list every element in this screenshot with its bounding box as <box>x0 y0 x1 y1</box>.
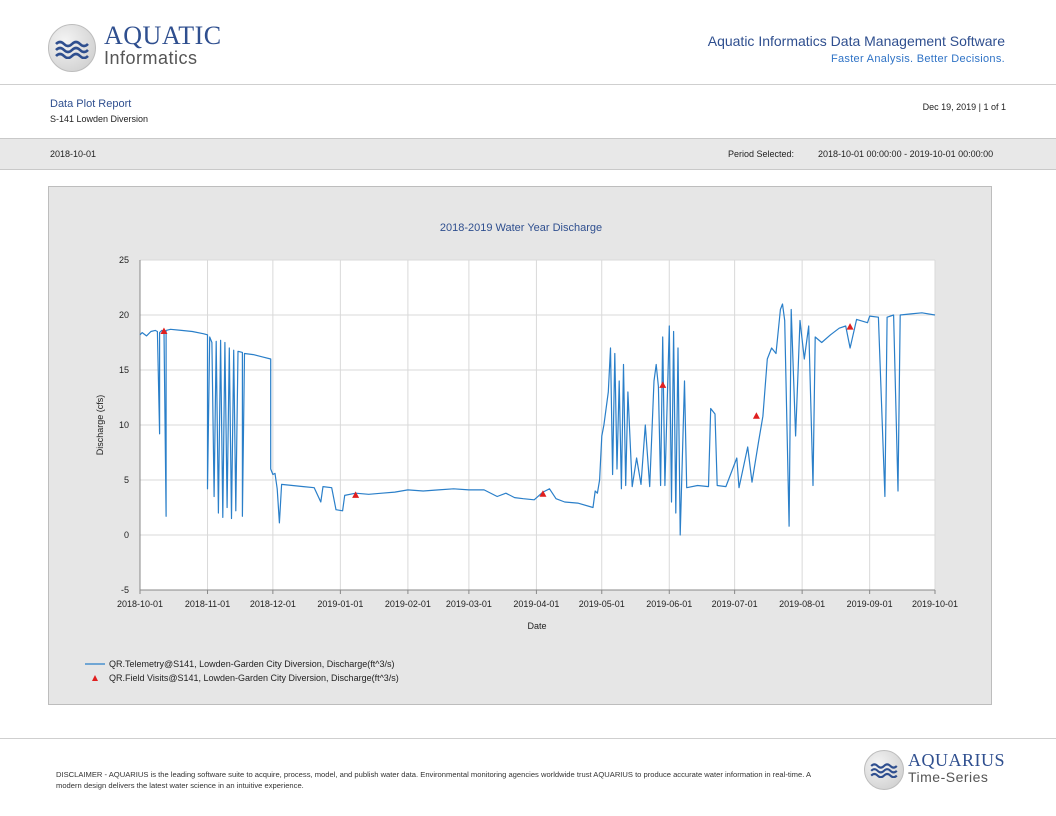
x-axis-label: Date <box>527 621 546 631</box>
telemetry-series-line <box>139 303 936 536</box>
y-axis-label: Discharge (cfs) <box>95 395 105 456</box>
footer-logo-emblem <box>864 750 904 790</box>
band-date: 2018-10-01 <box>50 149 97 159</box>
discharge-chart: 2018-2019 Water Year Discharge -5 0 5 10 15 2… <box>85 222 958 683</box>
footer-logo-text-timeseries: Time-Series <box>908 769 989 785</box>
y-tick-label: 0 <box>124 530 129 540</box>
x-tick-label: 2018-11-01 <box>185 599 230 609</box>
header-tagline: Faster Analysis. Better Decisions. <box>830 53 1005 65</box>
x-tick-label: 2019-01-01 <box>317 599 363 609</box>
x-tick-label: 2018-10-01 <box>117 599 163 609</box>
x-tick-label: 2019-09-01 <box>847 599 893 609</box>
disclaimer-text: DISCLAIMER - AQUARIUS is the leading sof… <box>56 770 811 790</box>
legend-triangle-swatch <box>92 675 98 681</box>
footer-logo-text-aquarius: AQUARIUS <box>908 750 1006 770</box>
chart-legend: QR.Telemetry@S141, Lowden-Garden City Di… <box>85 659 399 683</box>
y-tick-label: 15 <box>119 365 129 375</box>
series-layer <box>139 303 936 536</box>
header-divider <box>0 84 1056 85</box>
field-visit-marker <box>659 381 667 388</box>
period-band: 2018-10-01 Period Selected: 2018-10-01 0… <box>0 138 1056 170</box>
legend-field-visits-label: QR.Field Visits@S141, Lowden-Garden City… <box>109 673 399 683</box>
report-date-page: Dec 19, 2019 | 1 of 1 <box>922 102 1006 112</box>
x-tick-label: 2019-06-01 <box>646 599 692 609</box>
grid-lines <box>139 259 936 591</box>
aquatic-informatics-logo: AQUATIC Informatics <box>48 21 248 74</box>
period-selected-label: Period Selected: <box>728 149 795 159</box>
logo-emblem <box>48 24 96 72</box>
chart-panel: 2018-2019 Water Year Discharge -5 0 5 10 15 2… <box>48 186 992 705</box>
period-selected-value: 2018-10-01 00:00:00 - 2019-10-01 00:00:0… <box>818 149 994 159</box>
chart-title: 2018-2019 Water Year Discharge <box>440 222 602 234</box>
aquarius-logo: AQUARIUS Time-Series <box>864 750 1024 790</box>
x-tick-label: 2019-07-01 <box>712 599 758 609</box>
legend-telemetry-label: QR.Telemetry@S141, Lowden-Garden City Di… <box>109 659 394 669</box>
waves-icon <box>55 40 89 59</box>
report-location: S-141 Lowden Diversion <box>50 114 149 124</box>
header-title: Aquatic Informatics Data Management Soft… <box>707 33 1005 49</box>
y-tick-label: 5 <box>124 475 129 485</box>
y-tick-label: 25 <box>119 255 129 265</box>
logo-text-informatics: Informatics <box>104 48 198 68</box>
field-visit-marker <box>352 491 360 498</box>
axes: -5 0 5 10 15 20 25 2018-10-01 2018-11-01 2018-12-… <box>117 255 958 609</box>
y-tick-label: 20 <box>119 310 129 320</box>
footer-divider <box>0 738 1056 739</box>
report-name: Data Plot Report <box>50 98 132 110</box>
x-tick-label: 2018-12-01 <box>250 599 296 609</box>
field-visit-marker <box>752 412 760 419</box>
field-visit-marker <box>160 327 168 334</box>
field-visit-marker <box>846 323 854 330</box>
logo-text-aquatic: AQUATIC <box>104 21 222 50</box>
x-tick-label: 2019-03-01 <box>446 599 492 609</box>
x-tick-label: 2019-10-01 <box>912 599 958 609</box>
x-tick-label: 2019-08-01 <box>779 599 825 609</box>
waves-icon <box>870 763 898 778</box>
y-tick-label: 10 <box>119 420 129 430</box>
field-visit-marker <box>539 490 547 497</box>
y-tick-label: -5 <box>121 585 129 595</box>
x-tick-label: 2019-02-01 <box>385 599 431 609</box>
x-tick-label: 2019-05-01 <box>579 599 625 609</box>
x-tick-label: 2019-04-01 <box>513 599 559 609</box>
